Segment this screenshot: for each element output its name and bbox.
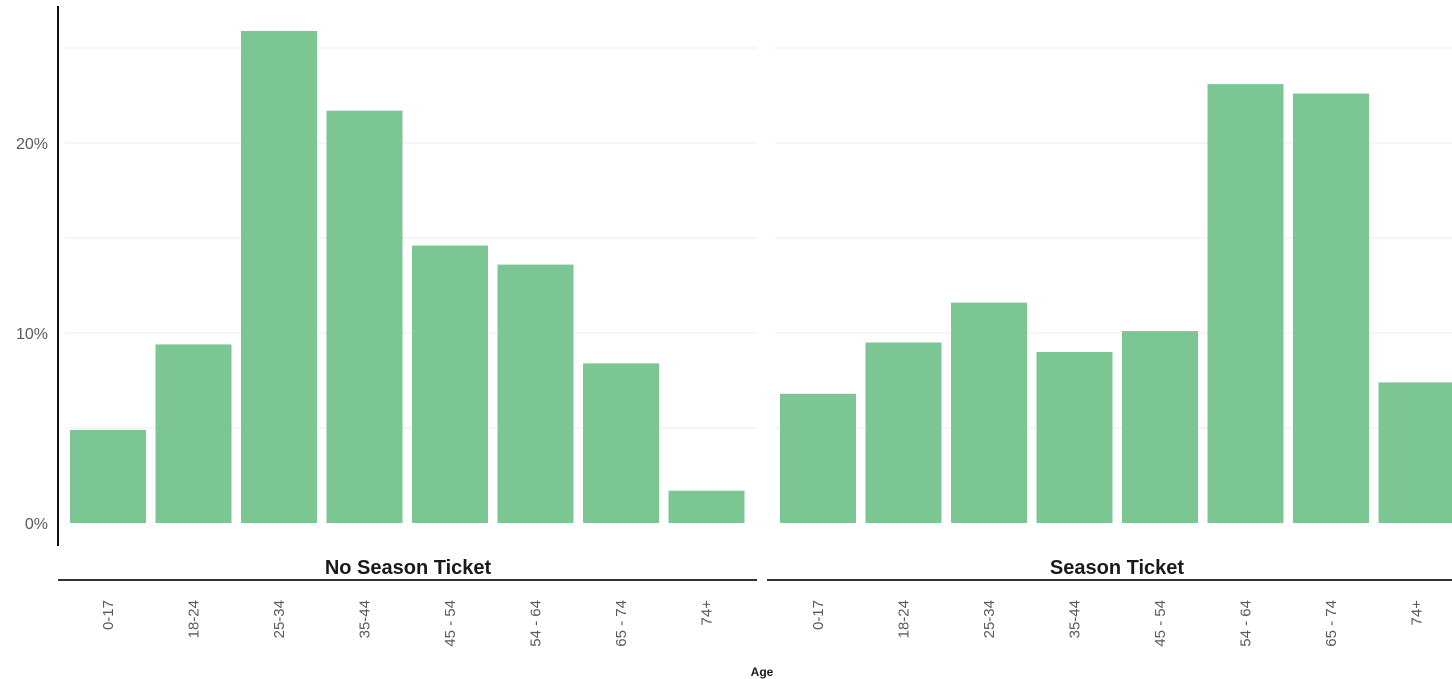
x-tick-label: 25-34 (271, 600, 288, 638)
x-tick-label: 25-34 (981, 600, 998, 638)
bar (668, 490, 745, 523)
x-tick-label: 45 - 54 (442, 600, 459, 647)
x-tick-label: 18-24 (896, 600, 913, 638)
x-tick-label: 45 - 54 (1152, 600, 1169, 647)
bar (583, 363, 659, 523)
bar (497, 264, 574, 523)
x-tick-label: 54 - 64 (528, 600, 545, 647)
x-tick-label: 0-17 (100, 600, 117, 630)
bar (951, 302, 1027, 523)
axes (57, 6, 1452, 581)
bar (412, 245, 488, 523)
x-tick-label: 74+ (699, 600, 716, 626)
bar (326, 110, 403, 523)
bar (155, 344, 232, 523)
x-tick-label: 0-17 (810, 600, 827, 630)
y-tick-label: 10% (16, 326, 48, 343)
x-tick-label: 54 - 64 (1238, 600, 1255, 647)
y-tick-label: 20% (16, 136, 48, 153)
x-tick-label: 35-44 (1067, 600, 1084, 638)
bar (780, 393, 856, 523)
x-axis-title: Age (751, 665, 774, 679)
bar (1207, 84, 1284, 523)
bar (1378, 382, 1452, 523)
x-tick-label: 65 - 74 (613, 600, 630, 647)
x-tick-label: 65 - 74 (1323, 600, 1340, 647)
bar (1293, 93, 1369, 523)
labels: 0% 10% 20% 0-17 18-24 25-34 35-44 45 - 54 54 - 6… (16, 136, 1426, 647)
bar (70, 429, 146, 523)
bar (1122, 331, 1198, 523)
bars (70, 30, 1452, 524)
x-tick-label: 35-44 (357, 600, 374, 638)
y-tick-label: 0% (25, 516, 48, 533)
x-tick-label: 18-24 (186, 600, 203, 638)
bar (1036, 352, 1113, 523)
facet-title: No Season Ticket (325, 557, 492, 579)
facet-title: Season Ticket (1050, 557, 1184, 579)
bar (865, 342, 942, 523)
bar (241, 30, 317, 524)
x-tick-label: 74+ (1409, 600, 1426, 626)
